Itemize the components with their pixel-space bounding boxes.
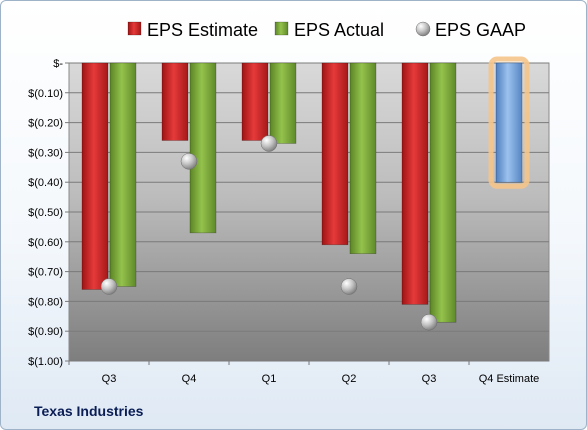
- y-tick-label: $-: [53, 58, 63, 70]
- legend: EPS Estimate EPS Actual EPS GAAP: [127, 20, 526, 40]
- gaap-marker-layer: [100, 135, 438, 331]
- y-tick-label: $(0.10): [28, 88, 63, 100]
- marker-eps-gaap: [340, 278, 358, 295]
- legend-eps-actual-label: EPS Actual: [294, 20, 384, 40]
- bar-eps-actual: [429, 62, 457, 323]
- highlight-layer: [488, 56, 530, 189]
- marker-eps-gaap: [420, 314, 438, 331]
- y-tick-label: $(0.70): [28, 267, 63, 279]
- y-axis: $- $(0.10) $(0.20) $(0.30) $(0.40) $(0.50) $(0…: [28, 58, 69, 368]
- x-tick-label: Q4: [182, 373, 197, 385]
- y-tick-label: $(0.30): [28, 147, 63, 159]
- legend-eps-actual-swatch: [274, 21, 289, 36]
- legend-eps-gaap-swatch: [415, 21, 431, 37]
- legend-eps-estimate-swatch: [127, 21, 142, 36]
- x-tick-label: Q1: [262, 373, 277, 385]
- y-tick-label: $(0.20): [28, 118, 63, 130]
- bar-eps-estimate: [241, 62, 269, 141]
- bar-eps-actual: [109, 62, 137, 287]
- x-tick-label: Q4 Estimate: [479, 373, 540, 385]
- y-tick-label: $(0.60): [28, 237, 63, 249]
- bar-eps-estimate: [401, 62, 429, 305]
- marker-eps-gaap: [180, 153, 198, 170]
- y-tick-label: $(1.00): [28, 356, 63, 368]
- legend-eps-estimate-label: EPS Estimate: [147, 20, 258, 40]
- bar-eps-actual: [349, 62, 377, 255]
- bar-eps-estimate: [81, 62, 109, 290]
- bar-eps-actual: [269, 62, 297, 144]
- y-tick-label: $(0.40): [28, 177, 63, 189]
- estimate-highlight: [488, 56, 530, 189]
- bar-layer: [81, 62, 523, 323]
- bar-q4-estimate: [495, 62, 523, 183]
- x-tick-label: Q2: [342, 373, 357, 385]
- marker-eps-gaap: [100, 278, 118, 295]
- company-label: Texas Industries: [34, 403, 144, 419]
- marker-eps-gaap: [260, 135, 278, 152]
- legend-eps-gaap-label: EPS GAAP: [435, 20, 526, 40]
- bar-eps-estimate: [321, 62, 349, 246]
- y-tick-label: $(0.80): [28, 296, 63, 308]
- y-tick-label: $(0.90): [28, 326, 63, 338]
- bar-eps-estimate: [161, 62, 189, 141]
- x-tick-label: Q3: [102, 373, 117, 385]
- bar-eps-actual: [189, 62, 217, 234]
- x-axis: Q3 Q4 Q1 Q2 Q3 Q4 Estimate: [68, 361, 540, 385]
- x-tick-label: Q3: [422, 373, 437, 385]
- gridlines: [69, 62, 549, 362]
- y-tick-label: $(0.50): [28, 207, 63, 219]
